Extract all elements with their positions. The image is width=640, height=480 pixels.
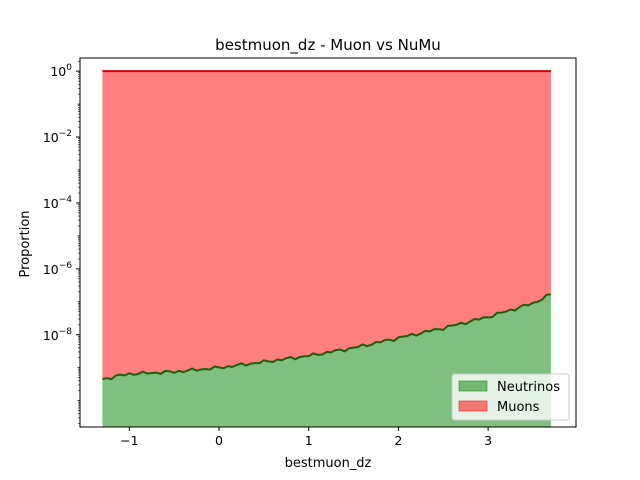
y-axis-label: Proportion	[18, 210, 33, 277]
x-tick-label: 1	[305, 433, 313, 448]
plot-frame	[79, 57, 577, 428]
chart-title: bestmuon_dz - Muon vs NuMu	[215, 36, 441, 55]
x-tick-label: 0	[215, 433, 223, 448]
y-tick-label: 10−2	[43, 129, 72, 145]
x-tick-label: −1	[120, 433, 138, 448]
x-tick-label: 2	[394, 433, 402, 448]
plot-area	[102, 70, 552, 427]
legend-label: Neutrinos	[497, 380, 560, 395]
x-tick-label: 3	[484, 433, 492, 448]
axes: −1 0 1 2 3 100 10−2 10−4 10−6 10−8	[43, 57, 577, 448]
series-neutrinos-line	[102, 293, 552, 381]
x-axis-label: bestmuon_dz	[285, 456, 372, 471]
legend-swatch	[458, 380, 488, 392]
y-tick-label: 100	[50, 63, 72, 79]
legend-label: Muons	[497, 400, 540, 415]
y-tick-label: 10−8	[43, 327, 72, 343]
series-muons-area	[102, 71, 551, 380]
series-neutrinos-area	[102, 294, 551, 427]
legend-swatch	[458, 400, 488, 412]
legend: Neutrinos Muons	[451, 373, 570, 421]
y-tick-label: 10−6	[43, 261, 72, 277]
y-tick-label: 10−4	[43, 195, 72, 211]
